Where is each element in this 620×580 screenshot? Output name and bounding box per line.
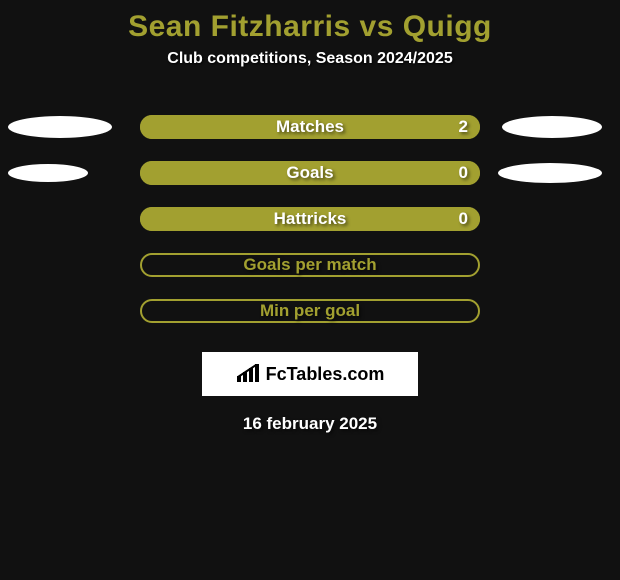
stat-label: Min per goal bbox=[140, 299, 480, 323]
footer-date: 16 february 2025 bbox=[0, 414, 620, 434]
comparison-infographic: Sean Fitzharris vs Quigg Club competitio… bbox=[0, 0, 620, 434]
stat-bar: Goals0 bbox=[140, 161, 480, 185]
stat-label: Goals bbox=[140, 161, 480, 185]
stat-row: Hattricks0 bbox=[0, 196, 620, 242]
logo-text: FcTables.com bbox=[266, 364, 385, 385]
stat-value: 2 bbox=[459, 115, 468, 139]
bars-icon bbox=[236, 364, 262, 384]
stat-row: Goals0 bbox=[0, 150, 620, 196]
stat-bar: Goals per match bbox=[140, 253, 480, 277]
stat-value: 0 bbox=[459, 207, 468, 231]
stat-rows: Matches2Goals0Hattricks0Goals per matchM… bbox=[0, 104, 620, 334]
player-left-ellipse bbox=[8, 164, 88, 182]
page-title: Sean Fitzharris vs Quigg bbox=[0, 0, 620, 44]
player-right-ellipse bbox=[498, 163, 602, 183]
player-right-ellipse bbox=[502, 116, 602, 138]
stat-label: Hattricks bbox=[140, 207, 480, 231]
stat-row: Goals per match bbox=[0, 242, 620, 288]
stat-value: 0 bbox=[459, 161, 468, 185]
player-left-ellipse bbox=[8, 116, 112, 138]
logo: FcTables.com bbox=[236, 364, 385, 385]
stat-row: Matches2 bbox=[0, 104, 620, 150]
logo-box: FcTables.com bbox=[202, 352, 418, 396]
stat-label: Matches bbox=[140, 115, 480, 139]
subtitle: Club competitions, Season 2024/2025 bbox=[0, 50, 620, 68]
stat-bar: Min per goal bbox=[140, 299, 480, 323]
stat-bar: Hattricks0 bbox=[140, 207, 480, 231]
stat-row: Min per goal bbox=[0, 288, 620, 334]
stat-bar: Matches2 bbox=[140, 115, 480, 139]
stat-label: Goals per match bbox=[140, 253, 480, 277]
